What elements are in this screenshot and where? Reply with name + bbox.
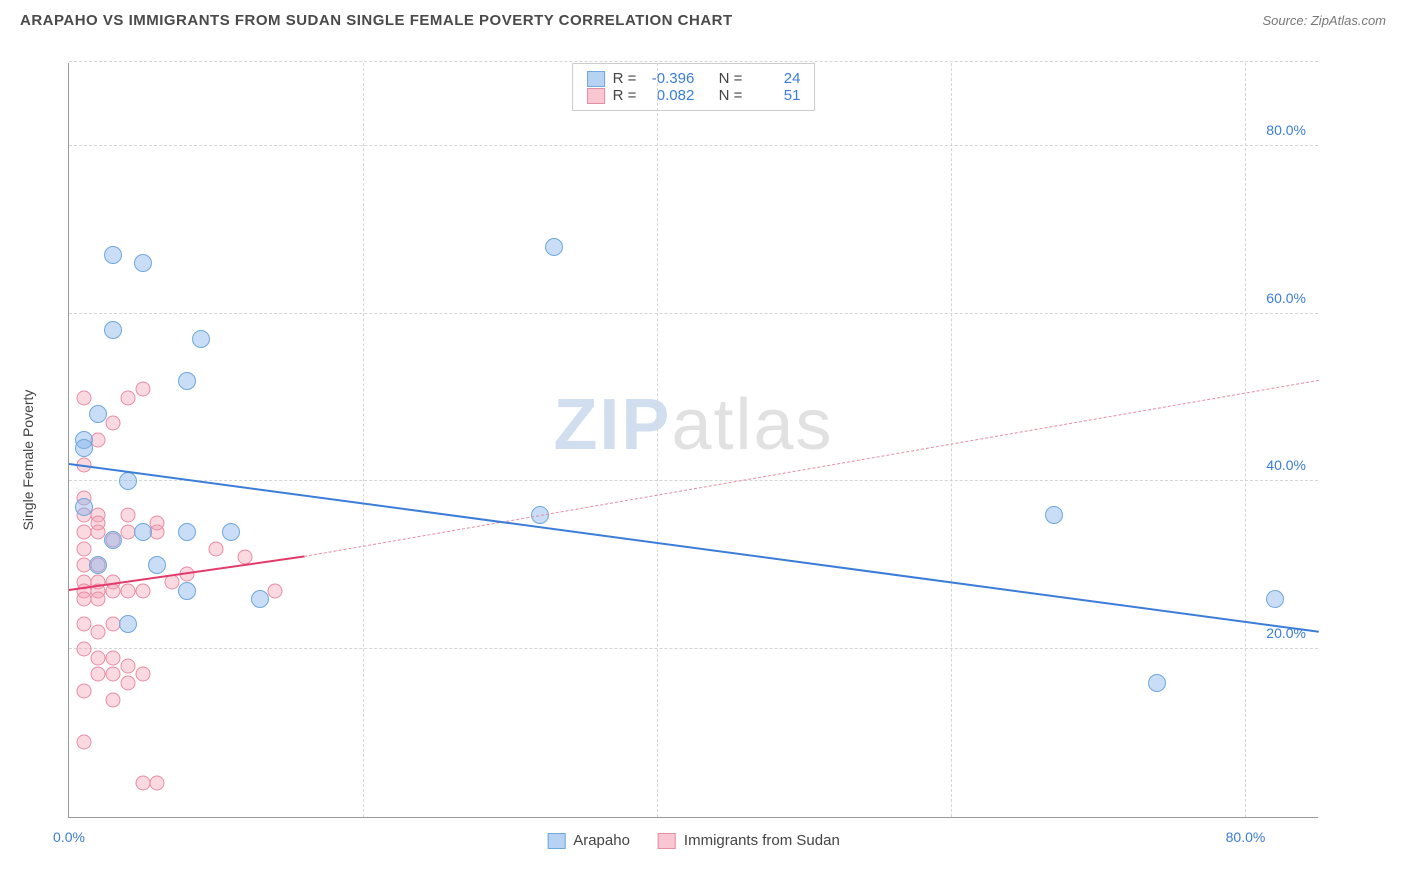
data-point — [120, 583, 135, 598]
gridline-h — [69, 145, 1318, 146]
chart-title: ARAPAHO VS IMMIGRANTS FROM SUDAN SINGLE … — [20, 12, 733, 29]
data-point — [75, 498, 93, 516]
data-point — [135, 667, 150, 682]
data-point — [91, 667, 106, 682]
legend-item-arapaho: Arapaho — [547, 832, 630, 849]
data-point — [91, 516, 106, 531]
data-point — [104, 246, 122, 264]
gridline-h — [69, 648, 1318, 649]
data-point — [148, 556, 166, 574]
data-point — [104, 321, 122, 339]
data-point — [75, 439, 93, 457]
data-point — [76, 734, 91, 749]
y-tick-label: 40.0% — [1266, 457, 1306, 473]
data-point — [91, 432, 106, 447]
gridline-v — [363, 63, 364, 817]
data-point — [76, 617, 91, 632]
data-point — [1148, 674, 1166, 692]
data-point — [89, 405, 107, 423]
y-axis-label: Single Female Poverty — [20, 390, 36, 531]
data-point — [120, 675, 135, 690]
data-point — [251, 590, 269, 608]
stats-row-arapaho: R = -0.396 N = 24 — [587, 70, 801, 87]
data-point — [1266, 590, 1284, 608]
gridline-v — [657, 63, 658, 817]
data-point — [76, 684, 91, 699]
x-tick-label: 0.0% — [53, 829, 85, 845]
data-point — [120, 659, 135, 674]
swatch-icon — [547, 833, 565, 849]
data-point — [76, 524, 91, 539]
data-point — [76, 541, 91, 556]
data-point — [89, 556, 107, 574]
chart-container: Single Female Poverty ZIPatlas R = -0.39… — [20, 45, 1386, 875]
plot-area: ZIPatlas R = -0.396 N = 24 R = 0.082 N =… — [68, 63, 1318, 818]
gridline-h — [69, 61, 1318, 62]
watermark: ZIPatlas — [553, 384, 833, 466]
stats-box: R = -0.396 N = 24 R = 0.082 N = 51 — [572, 63, 816, 111]
swatch-icon — [587, 71, 605, 87]
legend-item-sudan: Immigrants from Sudan — [658, 832, 840, 849]
data-point — [178, 523, 196, 541]
data-point — [104, 531, 122, 549]
data-point — [178, 582, 196, 600]
gridline-h — [69, 313, 1318, 314]
data-point — [134, 254, 152, 272]
gridline-h — [69, 480, 1318, 481]
data-point — [1045, 506, 1063, 524]
data-point — [91, 625, 106, 640]
gridline-v — [1245, 63, 1246, 817]
gridline-v — [951, 63, 952, 817]
data-point — [91, 591, 106, 606]
legend: Arapaho Immigrants from Sudan — [547, 832, 840, 849]
swatch-icon — [658, 833, 676, 849]
data-point — [222, 523, 240, 541]
data-point — [192, 330, 210, 348]
stats-row-sudan: R = 0.082 N = 51 — [587, 87, 801, 104]
data-point — [545, 238, 563, 256]
data-point — [119, 615, 137, 633]
data-point — [76, 591, 91, 606]
data-point — [91, 650, 106, 665]
data-point — [150, 776, 165, 791]
data-point — [150, 516, 165, 531]
data-point — [134, 523, 152, 541]
x-tick-label: 80.0% — [1226, 829, 1266, 845]
y-tick-label: 60.0% — [1266, 290, 1306, 306]
data-point — [135, 776, 150, 791]
swatch-icon — [587, 88, 605, 104]
data-point — [76, 390, 91, 405]
data-point — [119, 472, 137, 490]
data-point — [106, 650, 121, 665]
trend-line — [304, 380, 1319, 557]
data-point — [209, 541, 224, 556]
data-point — [120, 508, 135, 523]
source-label: Source: ZipAtlas.com — [1262, 13, 1386, 28]
data-point — [135, 382, 150, 397]
data-point — [135, 583, 150, 598]
data-point — [178, 372, 196, 390]
data-point — [76, 642, 91, 657]
y-tick-label: 80.0% — [1266, 122, 1306, 138]
data-point — [267, 583, 282, 598]
data-point — [106, 692, 121, 707]
data-point — [106, 415, 121, 430]
data-point — [106, 667, 121, 682]
data-point — [120, 390, 135, 405]
